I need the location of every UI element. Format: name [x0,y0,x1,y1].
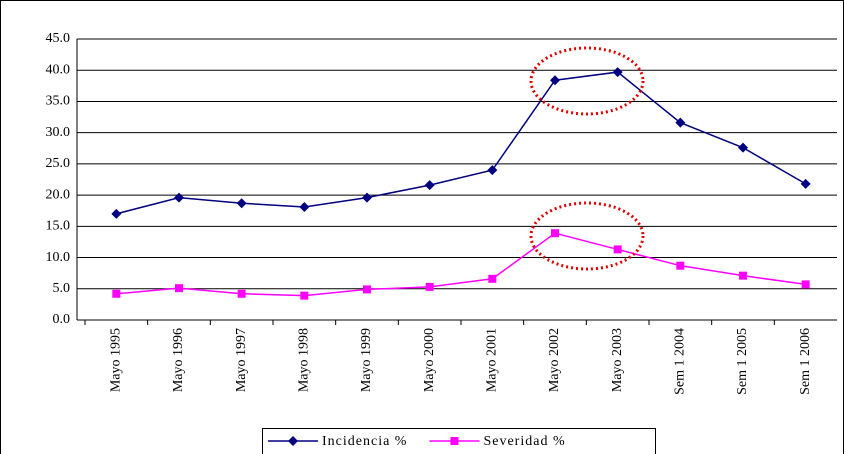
legend: Incidencia % Severidad % [262,428,656,454]
x-tick-label: Mayo 2001 [485,328,500,392]
y-tick-label: 0.0 [53,312,71,327]
x-tick-label: Sem 1 2006 [798,328,813,395]
x-tick-label: Mayo 1996 [171,328,186,392]
data-point [237,289,246,298]
data-point [612,67,623,78]
x-tick-label: Mayo 1998 [297,328,312,392]
y-tick-label: 15.0 [46,219,71,234]
x-tick-label: Mayo 2003 [610,328,625,392]
data-point [425,282,434,291]
data-point [613,245,622,254]
legend-label: Severidad % [483,434,565,449]
y-tick-label: 45.0 [46,31,71,46]
data-point [111,208,122,219]
data-point [800,178,811,189]
highlight-ellipse [529,46,645,116]
data-point [550,75,560,86]
x-tick-label: Mayo 2002 [547,328,562,392]
y-tick-label: 40.0 [46,62,71,77]
data-point [299,201,310,212]
data-point [739,271,747,280]
data-point [112,289,121,298]
y-tick-label: 35.0 [46,94,71,109]
x-tick-label: Mayo 1995 [109,328,124,392]
series-line [116,71,807,215]
legend-marker [288,436,298,446]
data-point [236,198,247,209]
data-point [362,192,372,203]
y-tick-label: 5.0 [53,281,71,296]
data-point [675,117,686,128]
x-tick-label: Mayo 2000 [422,328,437,392]
y-tick-label: 20.0 [46,187,71,202]
y-tick-label: 25.0 [46,156,71,171]
data-point [801,280,810,289]
y-tick-label: 30.0 [46,125,71,140]
data-point [676,261,685,270]
x-tick-label: Mayo 1997 [234,328,249,392]
legend-label: Incidencia % [322,434,407,449]
x-tick-label: Sem 1 2005 [735,328,750,395]
x-tick-label: Sem 1 2004 [673,328,688,395]
data-point [551,229,559,238]
y-tick-label: 10.0 [46,250,71,265]
data-point [488,274,497,283]
data-point [424,180,435,191]
x-tick-label: Mayo 1999 [359,328,374,392]
data-point [738,142,748,153]
series-line [116,232,806,297]
highlight-ellipse [529,201,645,271]
legend-marker [450,437,459,445]
data-point [487,165,498,176]
data-point [175,284,183,293]
data-point [300,291,309,300]
data-point [174,192,184,203]
data-point [363,285,371,294]
